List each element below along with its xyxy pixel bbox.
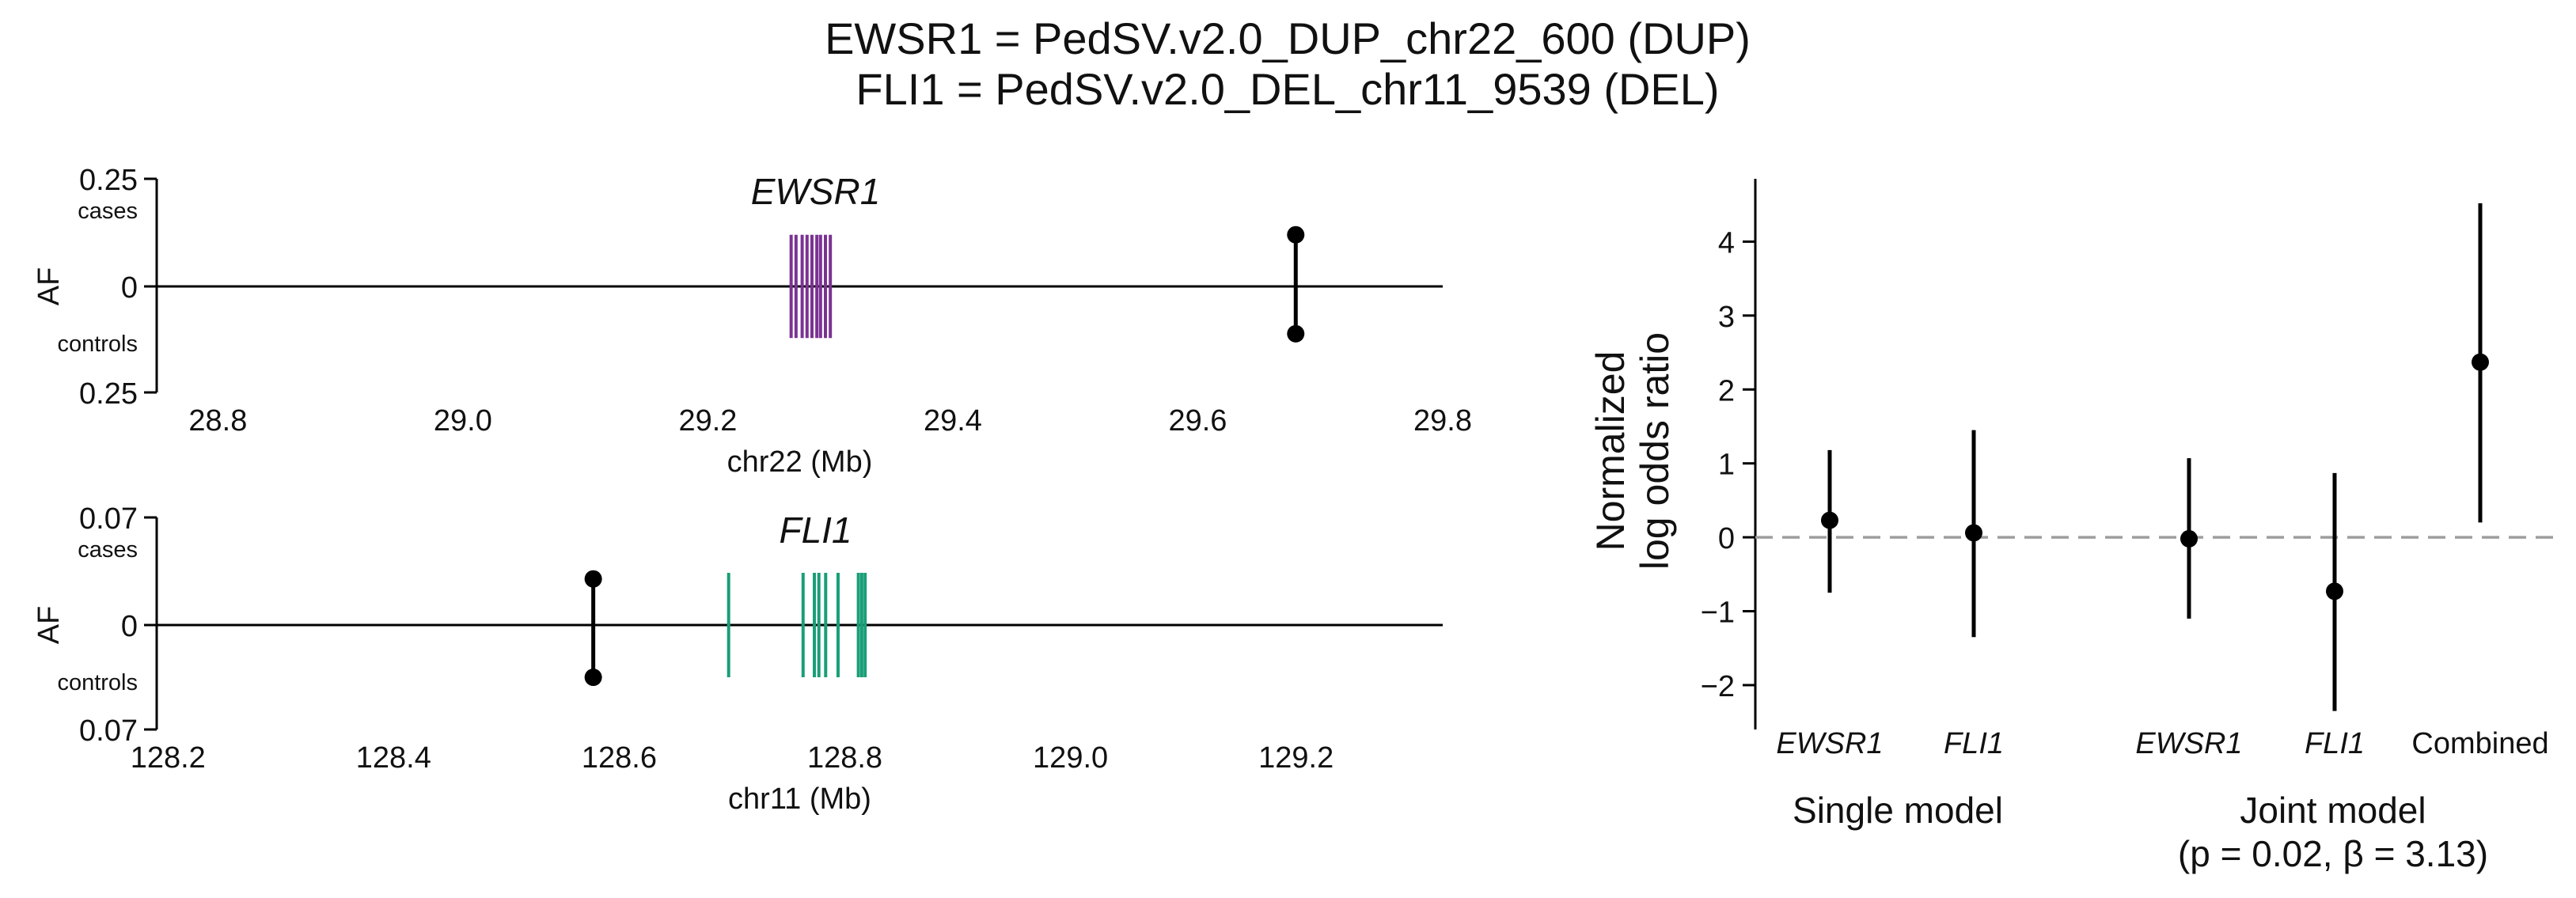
fli1-y-axis-label: AF — [32, 606, 66, 645]
forest-y-tick-label: 0 — [1718, 522, 1735, 555]
group-label-single-model: Single model — [1793, 790, 2003, 831]
joint-model-statistics: (p = 0.02, β = 3.13) — [2178, 833, 2488, 874]
estimate-point — [1821, 511, 1838, 529]
fli1-sv-control-point — [584, 669, 602, 687]
fli1-x-tick-label: 128.4 — [356, 741, 431, 775]
fli1-sv-case-point — [584, 570, 602, 588]
fli1-x-tick-label: 128.8 — [807, 741, 882, 775]
forest-y-axis-label-line1: Normalized — [1588, 351, 1633, 551]
forest-y-tick-label: −2 — [1701, 670, 1735, 703]
forest-x-tick-label: EWSR1 — [2135, 727, 2242, 760]
forest-x-tick-label: FLI1 — [1944, 727, 2004, 760]
forest-y-axis-label-line2: log odds ratio — [1633, 332, 1677, 570]
ewsr1-x-tick-label: 29.4 — [924, 404, 982, 438]
ewsr1-x-tick-label: 28.8 — [188, 404, 247, 438]
fli1-controls-label: controls — [57, 670, 138, 695]
fli1-x-tick-label: 128.2 — [131, 741, 206, 775]
fli1-gene-label: FLI1 — [779, 510, 852, 551]
forest-x-tick-label: Combined — [2411, 727, 2548, 760]
ewsr1-x-tick-label: 29.6 — [1168, 404, 1227, 438]
forest-y-tick-label: 3 — [1718, 301, 1735, 334]
ewsr1-x-tick-label: 29.0 — [434, 404, 492, 438]
ewsr1-sv-case-point — [1287, 225, 1305, 244]
fli1-cases-label: cases — [78, 537, 138, 563]
forest-x-tick-label: FLI1 — [2305, 727, 2365, 760]
ewsr1-cases-label: cases — [78, 199, 138, 224]
forest-y-tick-label: −1 — [1701, 597, 1735, 630]
odds-ratio-panel: −2 −1 0 1 2 3 4 Normalized log odds ratio EWSR1 FL… — [1588, 179, 2560, 874]
ewsr1-x-tick-label: 29.2 — [678, 404, 737, 438]
group-label-joint-model: Joint model — [2240, 790, 2426, 831]
ewsr1-x-axis-label: chr22 (Mb) — [727, 445, 873, 479]
estimate-point — [2180, 529, 2198, 548]
figure-title-line2: FLI1 = PedSV.v2.0_DEL_chr11_9539 (DEL) — [856, 64, 1719, 114]
forest-y-tick-label: 4 — [1718, 226, 1735, 260]
ewsr1-y-axis-label: AF — [32, 267, 66, 306]
ewsr1-y-tick-label: 0.25 — [79, 377, 138, 411]
fli1-y-tick-label: 0.07 — [79, 502, 138, 536]
ewsr1-sv-control-point — [1287, 324, 1305, 343]
fli1-x-axis-label: chr11 (Mb) — [728, 782, 871, 816]
fli1-y-tick-label: 0 — [121, 610, 138, 643]
forest-x-tick-label: EWSR1 — [1776, 727, 1883, 760]
ewsr1-controls-label: controls — [57, 332, 138, 357]
forest-y-tick-label: 2 — [1718, 374, 1735, 407]
estimate-point — [1965, 524, 1982, 542]
ewsr1-gene-label: EWSR1 — [751, 171, 881, 212]
estimate-point — [2472, 353, 2489, 371]
ewsr1-y-tick-label: 0 — [121, 271, 138, 305]
fli1-x-tick-label: 129.0 — [1033, 741, 1108, 775]
fli1-x-tick-label: 129.2 — [1258, 741, 1334, 775]
figure-title-line1: EWSR1 = PedSV.v2.0_DUP_chr22_600 (DUP) — [825, 13, 1751, 63]
estimate-point — [2326, 582, 2343, 601]
ewsr1-x-tick-label: 29.8 — [1413, 404, 1472, 438]
ewsr1-y-tick-label: 0.25 — [79, 164, 138, 197]
fli1-x-tick-label: 128.6 — [582, 741, 657, 775]
forest-y-tick-label: 1 — [1718, 449, 1735, 482]
fli1-y-tick-label: 0.07 — [79, 714, 138, 748]
